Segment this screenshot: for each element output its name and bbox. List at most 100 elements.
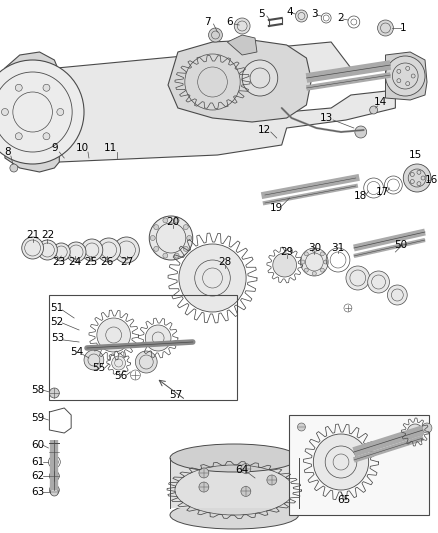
Polygon shape: [385, 52, 427, 100]
Text: 51: 51: [50, 303, 63, 313]
Circle shape: [297, 423, 305, 431]
Text: 55: 55: [92, 363, 106, 373]
Circle shape: [241, 464, 251, 474]
Text: 31: 31: [332, 243, 345, 253]
Circle shape: [145, 325, 171, 351]
Circle shape: [114, 237, 139, 263]
Text: 7: 7: [204, 17, 211, 27]
Circle shape: [174, 218, 179, 223]
Circle shape: [304, 268, 308, 272]
Circle shape: [313, 434, 369, 490]
Text: 63: 63: [31, 487, 44, 497]
Text: 3: 3: [311, 9, 318, 19]
Circle shape: [324, 260, 328, 264]
Text: 24: 24: [68, 257, 82, 267]
Circle shape: [296, 10, 307, 22]
Circle shape: [22, 237, 43, 259]
Circle shape: [163, 253, 168, 258]
Circle shape: [312, 248, 316, 253]
Text: 12: 12: [258, 125, 272, 135]
Circle shape: [1, 109, 8, 116]
Circle shape: [50, 488, 58, 496]
Text: 8: 8: [4, 147, 11, 157]
Text: 25: 25: [84, 257, 98, 267]
Circle shape: [0, 60, 84, 164]
Circle shape: [163, 218, 168, 223]
Circle shape: [208, 28, 223, 42]
Circle shape: [57, 109, 64, 116]
Circle shape: [407, 424, 423, 440]
Text: 22: 22: [41, 230, 54, 240]
Text: 59: 59: [31, 413, 44, 423]
Text: 54: 54: [71, 347, 84, 357]
Bar: [289, 415, 429, 515]
Circle shape: [187, 236, 192, 240]
Text: 52: 52: [50, 317, 63, 327]
Circle shape: [370, 106, 378, 114]
Text: 50: 50: [394, 240, 407, 250]
Polygon shape: [168, 40, 311, 122]
Text: 9: 9: [51, 143, 58, 153]
Circle shape: [43, 84, 50, 91]
Circle shape: [112, 356, 126, 370]
Circle shape: [49, 471, 59, 481]
Text: 15: 15: [409, 150, 422, 160]
Bar: [49, 295, 237, 400]
Circle shape: [84, 350, 104, 370]
Circle shape: [179, 244, 246, 312]
Circle shape: [301, 260, 305, 264]
Circle shape: [149, 216, 193, 260]
Circle shape: [15, 84, 22, 91]
Text: 27: 27: [120, 257, 133, 267]
Circle shape: [320, 268, 324, 272]
Text: 23: 23: [53, 257, 66, 267]
Text: 61: 61: [31, 457, 44, 467]
Text: 17: 17: [376, 187, 389, 197]
Circle shape: [403, 164, 431, 192]
Circle shape: [241, 487, 251, 496]
Circle shape: [346, 266, 370, 290]
Ellipse shape: [170, 444, 299, 472]
Circle shape: [199, 468, 209, 478]
Text: 58: 58: [31, 385, 44, 395]
Circle shape: [10, 164, 18, 172]
Circle shape: [38, 240, 57, 260]
Text: 64: 64: [236, 465, 249, 475]
Text: 65: 65: [337, 495, 350, 505]
Circle shape: [135, 351, 157, 373]
Text: 60: 60: [31, 440, 44, 450]
Text: 62: 62: [31, 471, 44, 481]
Text: 29: 29: [280, 247, 293, 257]
Circle shape: [66, 242, 86, 262]
Circle shape: [49, 485, 59, 495]
Text: 53: 53: [51, 333, 64, 343]
Circle shape: [184, 224, 188, 230]
Circle shape: [304, 252, 308, 256]
Circle shape: [355, 126, 367, 138]
Text: 13: 13: [320, 113, 333, 123]
Polygon shape: [15, 42, 396, 162]
Text: 11: 11: [104, 143, 117, 153]
Text: 5: 5: [258, 9, 265, 19]
Polygon shape: [227, 35, 257, 55]
Circle shape: [154, 246, 159, 252]
Text: 26: 26: [100, 257, 113, 267]
Ellipse shape: [170, 501, 299, 529]
Circle shape: [422, 423, 432, 433]
Text: 18: 18: [354, 191, 367, 201]
Circle shape: [242, 60, 278, 96]
Text: 30: 30: [308, 243, 321, 253]
Circle shape: [184, 246, 188, 252]
Circle shape: [234, 18, 250, 34]
Circle shape: [320, 252, 324, 256]
Circle shape: [150, 236, 155, 240]
Text: 2: 2: [338, 13, 344, 23]
Circle shape: [97, 318, 131, 352]
Circle shape: [267, 475, 277, 485]
Text: 10: 10: [75, 143, 88, 153]
Text: 57: 57: [170, 390, 183, 400]
Circle shape: [312, 271, 316, 276]
Circle shape: [15, 133, 22, 140]
Circle shape: [174, 253, 179, 258]
Circle shape: [154, 224, 159, 230]
